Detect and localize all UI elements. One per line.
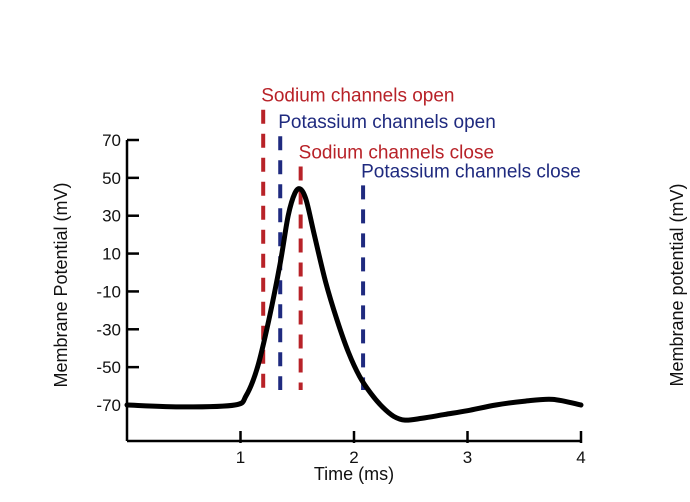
y-tick-label: -70	[96, 396, 121, 415]
right-y-axis-label: Membrane potential (mV)	[667, 183, 687, 386]
x-tick-label: 4	[576, 448, 585, 467]
event-label: Sodium channels open	[261, 86, 454, 107]
y-tick-label: 50	[102, 169, 121, 188]
membrane-potential-line	[124, 186, 584, 423]
y-tick-label: -30	[96, 320, 121, 339]
y-tick-label: 70	[102, 131, 121, 150]
y-tick-label: 30	[102, 207, 121, 226]
event-label: Sodium channels close	[299, 143, 494, 164]
y-tick-label: -50	[96, 358, 121, 377]
y-axis-label: Membrane Potential (mV)	[51, 182, 71, 387]
x-tick-label: 2	[349, 448, 358, 467]
x-axis-label: Time (ms)	[314, 464, 394, 484]
axes	[125, 140, 582, 443]
x-tick-label: 3	[463, 448, 472, 467]
x-tick-label: 1	[236, 448, 245, 467]
x-ticks: 1 2 3 4	[236, 431, 586, 467]
event-markers: Sodium channels open Potassium channels o…	[261, 86, 581, 390]
y-tick-label: 10	[102, 245, 121, 264]
event-label: Potassium channels open	[278, 112, 496, 133]
y-tick-label: -10	[96, 282, 121, 301]
y-ticks: 70 50 30 10 -10 -30 -50 -70	[96, 131, 139, 415]
event-label: Potassium channels close	[361, 161, 581, 182]
